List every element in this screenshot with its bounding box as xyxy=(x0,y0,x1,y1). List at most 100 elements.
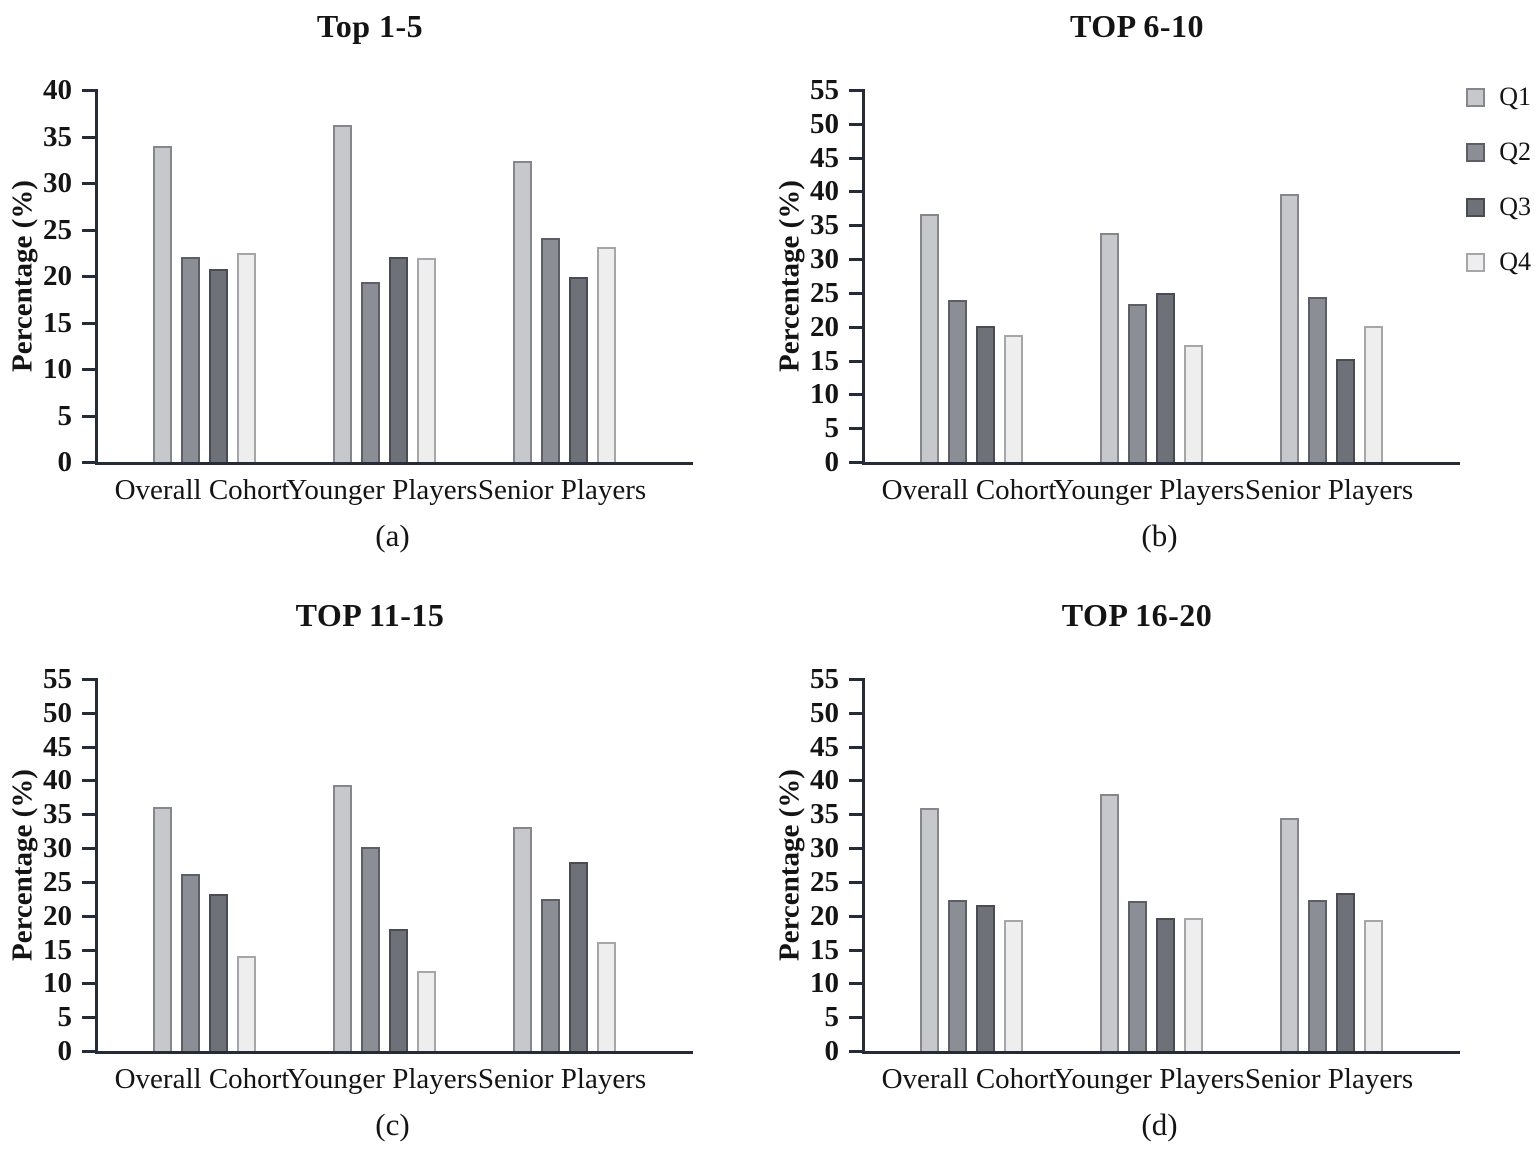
y-tick-label-20: 20 xyxy=(43,900,72,932)
legend-label-q3: Q3 xyxy=(1499,192,1531,221)
chart-region-d: Percentage (%) (d) 0 5 10 15 20 25 30 35 40 45 50 5… xyxy=(767,589,1534,1151)
y-tick-5 xyxy=(82,415,98,418)
y-tick-25 xyxy=(82,229,98,232)
panel-b: TOP 6-10 Percentage (%) (b) 0 5 10 15 20 25 30… xyxy=(767,0,1535,575)
y-tick-label-55: 55 xyxy=(43,663,72,695)
y-tick-label-0: 0 xyxy=(824,1035,840,1067)
y-tick-label-15: 15 xyxy=(43,934,72,966)
y-tick-label-45: 45 xyxy=(43,731,72,763)
y-tick-label-20: 20 xyxy=(810,900,839,932)
y-tick-label-10: 10 xyxy=(43,353,72,385)
bar-q2-overall-cohort xyxy=(948,900,967,1051)
bar-q2-younger-players xyxy=(1128,901,1147,1051)
y-tick-label-5: 5 xyxy=(57,400,73,432)
y-tick-0 xyxy=(849,461,865,464)
bar-q4-overall-cohort xyxy=(237,253,256,462)
chart-title-d: TOP 16-20 xyxy=(1061,597,1213,633)
bar-q1-overall-cohort xyxy=(153,146,172,462)
chart-caption-a: (a) xyxy=(375,518,410,553)
category-label-senior-players: Senior Players xyxy=(477,474,647,506)
y-tick-label-25: 25 xyxy=(810,866,839,898)
legend-swatch-q1-icon xyxy=(1466,87,1486,107)
y-tick-0 xyxy=(849,1050,865,1053)
y-tick-15 xyxy=(82,322,98,325)
bar-q4-younger-players xyxy=(1184,345,1203,462)
category-label-younger-players: Younger Players xyxy=(286,474,478,506)
bar-q2-senior-players xyxy=(541,238,560,462)
panel-d: TOP 16-20 Percentage (%) (d) 0 5 10 15 20 25 3… xyxy=(767,575,1535,1151)
bar-q1-younger-players xyxy=(333,785,352,1051)
y-tick-label-15: 15 xyxy=(810,345,839,377)
y-tick-5 xyxy=(849,427,865,430)
legend-label-q2: Q2 xyxy=(1499,137,1531,166)
legend-item-q3: Q3 xyxy=(1466,194,1531,220)
panel-a: Top 1-5 Percentage (%) (a) 0 5 10 15 20 25 30 3… xyxy=(0,0,767,575)
y-tick-label-15: 15 xyxy=(810,934,839,966)
y-tick-label-20: 20 xyxy=(810,311,839,343)
y-tick-30 xyxy=(849,847,865,850)
legend-label-q1: Q1 xyxy=(1499,82,1531,111)
category-label-younger-players: Younger Players xyxy=(1053,1063,1245,1095)
bar-q3-overall-cohort xyxy=(209,269,228,462)
y-tick-35 xyxy=(82,813,98,816)
bar-q1-overall-cohort xyxy=(920,214,939,462)
y-tick-label-30: 30 xyxy=(810,832,839,864)
y-tick-label-5: 5 xyxy=(824,412,840,444)
bar-q2-senior-players xyxy=(1308,900,1327,1051)
y-tick-40 xyxy=(82,89,98,92)
bar-q2-overall-cohort xyxy=(181,874,200,1051)
y-tick-10 xyxy=(849,982,865,985)
chart-region-b: Percentage (%) (b) 0 5 10 15 20 25 30 35 40 45 50 5… xyxy=(767,0,1534,575)
y-tick-40 xyxy=(849,779,865,782)
y-tick-45 xyxy=(82,746,98,749)
bar-q4-senior-players xyxy=(597,247,616,462)
y-tick-label-0: 0 xyxy=(57,446,73,478)
bar-q1-senior-players xyxy=(1280,818,1299,1051)
bar-q3-overall-cohort xyxy=(209,894,228,1051)
category-label-overall-cohort: Overall Cohort xyxy=(114,1063,290,1095)
y-tick-label-35: 35 xyxy=(43,121,72,153)
legend-item-q4: Q4 xyxy=(1466,249,1531,275)
chart-region-a: Percentage (%) (a) 0 5 10 15 20 25 30 35 40 Overa… xyxy=(0,0,767,575)
y-tick-25 xyxy=(849,881,865,884)
y-tick-55 xyxy=(849,89,865,92)
y-tick-15 xyxy=(849,360,865,363)
bar-q4-overall-cohort xyxy=(1004,335,1023,462)
y-tick-label-15: 15 xyxy=(43,307,72,339)
y-tick-20 xyxy=(82,275,98,278)
category-label-younger-players: Younger Players xyxy=(286,1063,478,1095)
legend-swatch-q3-icon xyxy=(1466,197,1486,217)
y-tick-50 xyxy=(849,123,865,126)
y-tick-label-35: 35 xyxy=(43,798,72,830)
category-label-senior-players: Senior Players xyxy=(1244,474,1414,506)
y-tick-45 xyxy=(849,746,865,749)
bar-q2-overall-cohort xyxy=(948,300,967,462)
y-tick-50 xyxy=(82,712,98,715)
y-tick-30 xyxy=(82,182,98,185)
y-tick-label-0: 0 xyxy=(824,446,840,478)
chart-title-a: Top 1-5 xyxy=(316,8,424,44)
bar-q2-senior-players xyxy=(541,899,560,1051)
chart-caption-b: (b) xyxy=(1141,518,1178,553)
bar-q4-overall-cohort xyxy=(1004,920,1023,1051)
bar-q3-overall-cohort xyxy=(976,326,995,462)
bar-q1-overall-cohort xyxy=(153,807,172,1051)
bar-q1-younger-players xyxy=(1100,794,1119,1051)
y-tick-20 xyxy=(849,915,865,918)
chart-region-c: Percentage (%) (c) 0 5 10 15 20 25 30 35 40 45 50 5… xyxy=(0,589,767,1151)
y-tick-20 xyxy=(82,915,98,918)
y-tick-0 xyxy=(82,461,98,464)
legend-swatch-q4-icon xyxy=(1466,252,1486,272)
category-label-overall-cohort: Overall Cohort xyxy=(881,474,1057,506)
legend: Q1 Q2 Q3 Q4 xyxy=(1466,84,1531,275)
y-tick-label-40: 40 xyxy=(810,175,839,207)
bar-q4-overall-cohort xyxy=(237,956,256,1051)
y-tick-30 xyxy=(82,847,98,850)
plot-area-d xyxy=(849,678,1460,1054)
bar-q4-younger-players xyxy=(1184,918,1203,1051)
y-tick-5 xyxy=(849,1016,865,1019)
y-tick-15 xyxy=(82,949,98,952)
y-tick-label-25: 25 xyxy=(43,866,72,898)
y-tick-label-10: 10 xyxy=(43,967,72,999)
